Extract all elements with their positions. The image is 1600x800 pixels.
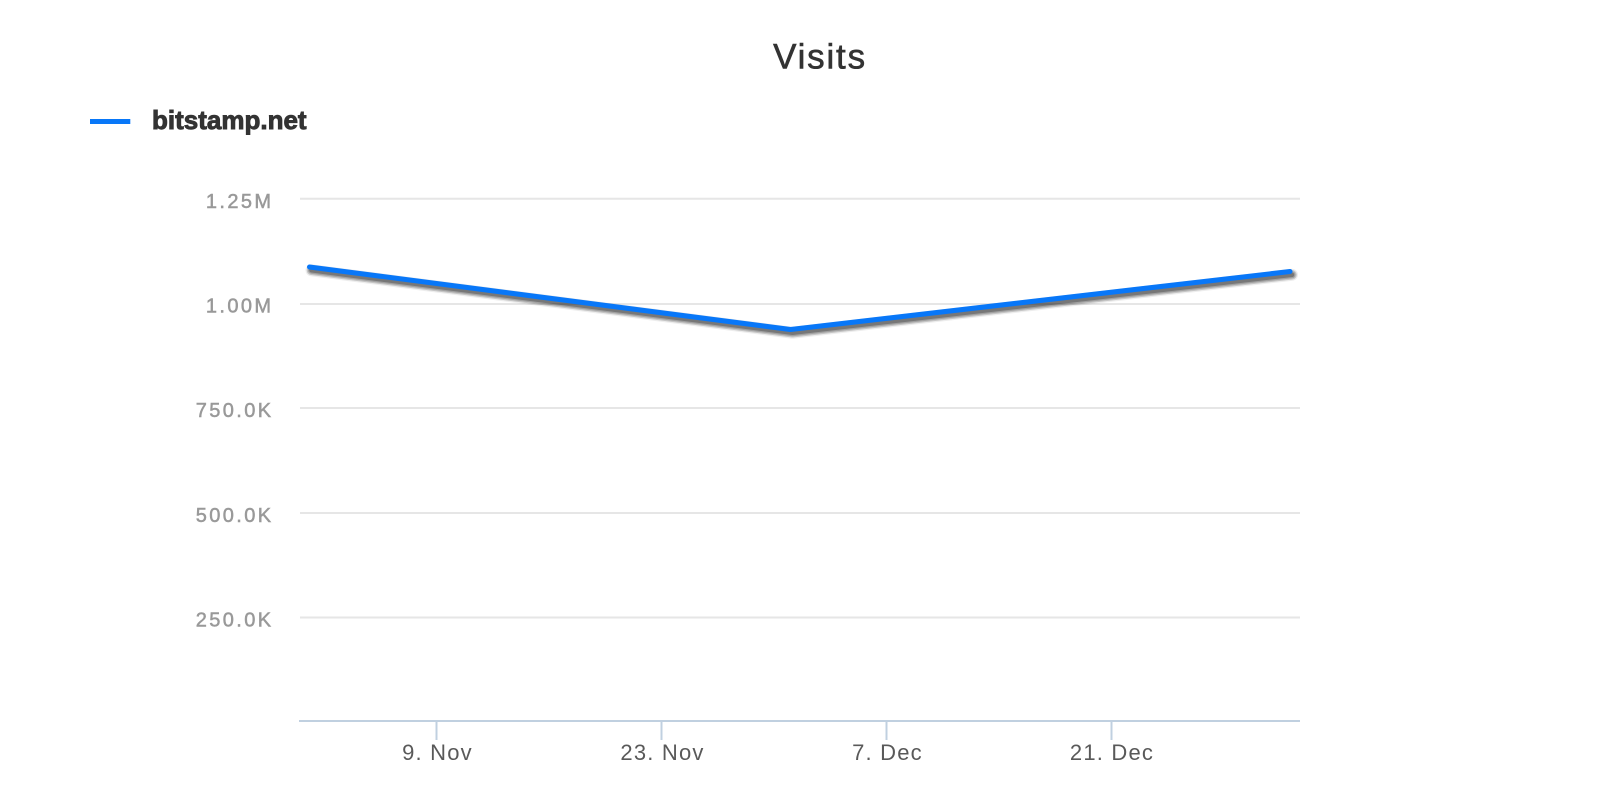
- svg-text:7. Dec: 7. Dec: [852, 740, 923, 765]
- svg-text:1.00M: 1.00M: [206, 296, 274, 318]
- svg-text:Visits: Visits: [773, 38, 867, 77]
- svg-text:23. Nov: 23. Nov: [620, 740, 704, 765]
- svg-text:9. Nov: 9. Nov: [402, 740, 473, 765]
- svg-text:250.0K: 250.0K: [196, 610, 274, 632]
- svg-text:500.0K: 500.0K: [196, 505, 274, 527]
- svg-text:750.0K: 750.0K: [196, 400, 274, 422]
- svg-text:21. Dec: 21. Dec: [1070, 740, 1154, 765]
- svg-text:1.25M: 1.25M: [206, 191, 274, 213]
- svg-text:bitstamp.net: bitstamp.net: [152, 105, 307, 135]
